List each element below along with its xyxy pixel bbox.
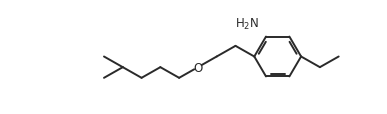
Text: O: O [193, 61, 202, 74]
Text: H$_2$N: H$_2$N [236, 17, 260, 32]
